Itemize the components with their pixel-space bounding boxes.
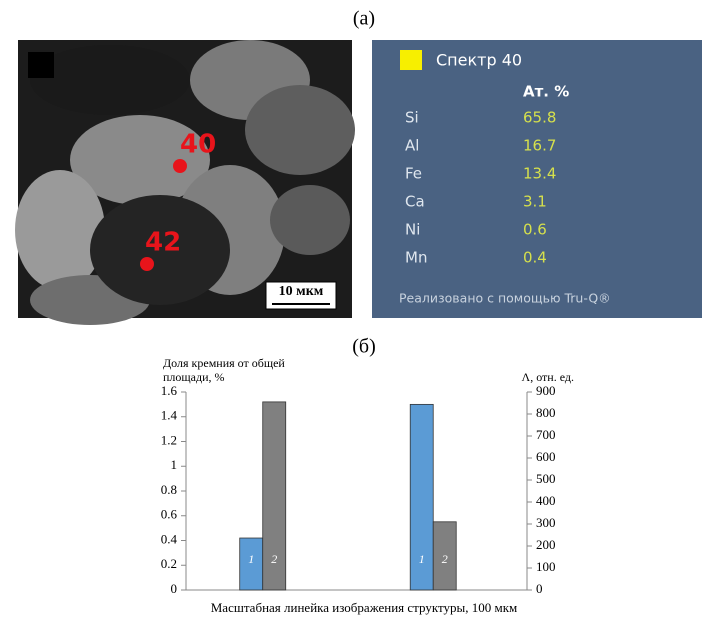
y-tick-label: 1.2: [161, 432, 177, 447]
value: 13.4: [523, 165, 556, 183]
y2-tick-label: 900: [536, 383, 556, 398]
panel-label: (б): [352, 336, 376, 358]
y-tick-label: 0.6: [161, 507, 178, 522]
panel-label: (а): [353, 8, 375, 30]
y2-tick-label: 600: [536, 449, 556, 464]
series-label: 1: [248, 552, 254, 566]
spectrum-panel: Спектр 40 Ат. % Реализовано с помощью Tr…: [372, 40, 702, 318]
point-label: 40: [180, 130, 216, 160]
y-tick-label: 1.6: [161, 383, 178, 398]
y2-tick-label: 0: [536, 581, 543, 596]
spectrum-footer: Реализовано с помощью Tru-Q®: [399, 291, 611, 306]
series-label: 2: [442, 552, 448, 566]
spectrum-title: Спектр 40: [436, 51, 522, 70]
y2-tick-label: 700: [536, 427, 556, 442]
y-tick-label: 0.2: [161, 556, 177, 571]
value: 3.1: [523, 193, 547, 211]
spectrum-header: Ат. %: [523, 83, 569, 101]
element: Mn: [405, 249, 427, 267]
y-tick-label: 0.8: [161, 482, 177, 497]
x-axis-title: Масштабная линейка изображения структуры…: [211, 600, 518, 615]
y-axis-title: Доля кремния от общей площади, %: [163, 356, 285, 384]
value: 16.7: [523, 137, 556, 155]
y2-tick-label: 200: [536, 537, 556, 552]
point-label: 42: [145, 228, 181, 258]
element: Ni: [405, 221, 420, 239]
element: Al: [405, 137, 419, 155]
value: 65.8: [523, 109, 556, 127]
value: 0.6: [523, 221, 547, 239]
y2-tick-label: 500: [536, 471, 556, 486]
series-label: 2: [271, 552, 277, 566]
y2-tick-label: 800: [536, 405, 556, 420]
bar: [409, 403, 434, 591]
y-tick-label: 0: [171, 581, 178, 596]
y2-axis-title: Λ, отн. ед.: [522, 370, 574, 384]
bar: [432, 521, 457, 591]
y2-tick-label: 400: [536, 493, 556, 508]
element: Si: [405, 109, 419, 127]
scale-bar-label: 10 мкм: [279, 284, 324, 299]
y2-tick-label: 100: [536, 559, 556, 574]
y-tick-label: 0.4: [161, 531, 178, 546]
series-label: 1: [419, 552, 425, 566]
element: Fe: [405, 165, 422, 183]
micrograph: 40 42 10 мкм: [15, 40, 355, 325]
y-tick-label: 1: [171, 457, 178, 472]
element: Ca: [405, 193, 425, 211]
value: 0.4: [523, 249, 547, 267]
y-tick-label: 1.4: [161, 408, 178, 423]
y2-tick-label: 300: [536, 515, 556, 530]
bar: [262, 401, 287, 591]
